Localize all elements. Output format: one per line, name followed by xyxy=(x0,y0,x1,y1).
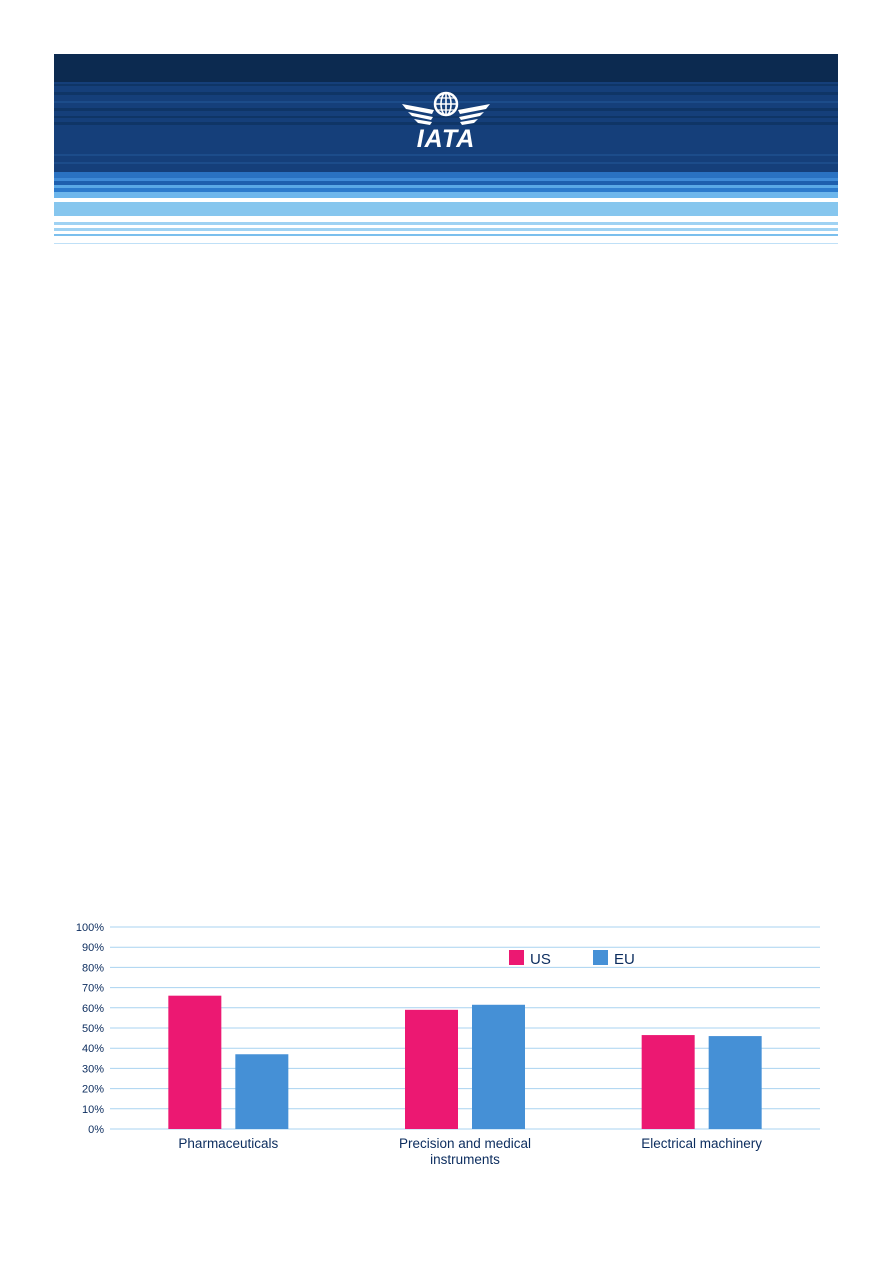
header-banner: IATA xyxy=(54,54,838,244)
legend-label-eu: EU xyxy=(614,951,635,968)
y-axis-ticks: 0% 10% 20% 30% 40% 50% 60% 70% 80% 90% 100% xyxy=(76,922,104,1136)
bar-us-3 xyxy=(641,1035,695,1129)
y-tick-label: 60% xyxy=(82,1003,104,1015)
legend-swatch-us xyxy=(509,950,524,965)
legend-swatch-eu xyxy=(593,950,608,965)
y-tick-label: 40% xyxy=(82,1043,104,1055)
banner-graphic: IATA xyxy=(54,54,838,244)
gridlines xyxy=(110,926,820,1130)
y-tick-label: 10% xyxy=(82,1104,104,1116)
y-tick-label: 50% xyxy=(82,1023,104,1035)
bar-us-1 xyxy=(168,995,222,1129)
bar-eu-3 xyxy=(708,1036,762,1129)
y-tick-label: 70% xyxy=(82,983,104,995)
x-axis-labels: Pharmaceuticals Precision and medicalinst… xyxy=(178,1136,762,1167)
legend-label-us: US xyxy=(530,951,551,968)
bar-eu-2 xyxy=(472,1004,525,1129)
logo-wordmark: IATA xyxy=(417,125,476,153)
category-label: instruments xyxy=(430,1152,500,1167)
globe-icon xyxy=(433,91,459,117)
category-label: Pharmaceuticals xyxy=(178,1136,278,1151)
iata-logo: IATA xyxy=(402,91,490,153)
bars xyxy=(168,995,762,1129)
y-tick-label: 100% xyxy=(76,922,104,934)
legend: US EU xyxy=(509,950,635,968)
bar-chart: 0% 10% 20% 30% 40% 50% 60% 70% 80% 90% 100% Pharma… xyxy=(54,912,838,1192)
y-tick-label: 20% xyxy=(82,1084,104,1096)
chart-svg: 0% 10% 20% 30% 40% 50% 60% 70% 80% 90% 100% Pharma… xyxy=(76,922,820,1167)
bar-eu-1 xyxy=(235,1054,289,1129)
y-tick-label: 0% xyxy=(88,1124,104,1136)
y-tick-label: 80% xyxy=(82,962,104,974)
y-tick-label: 90% xyxy=(82,942,104,954)
y-tick-label: 30% xyxy=(82,1063,104,1075)
wings-icon xyxy=(402,104,490,125)
bar-us-2 xyxy=(405,1009,458,1129)
category-label: Precision and medical xyxy=(399,1136,531,1151)
category-label: Electrical machinery xyxy=(641,1136,762,1151)
